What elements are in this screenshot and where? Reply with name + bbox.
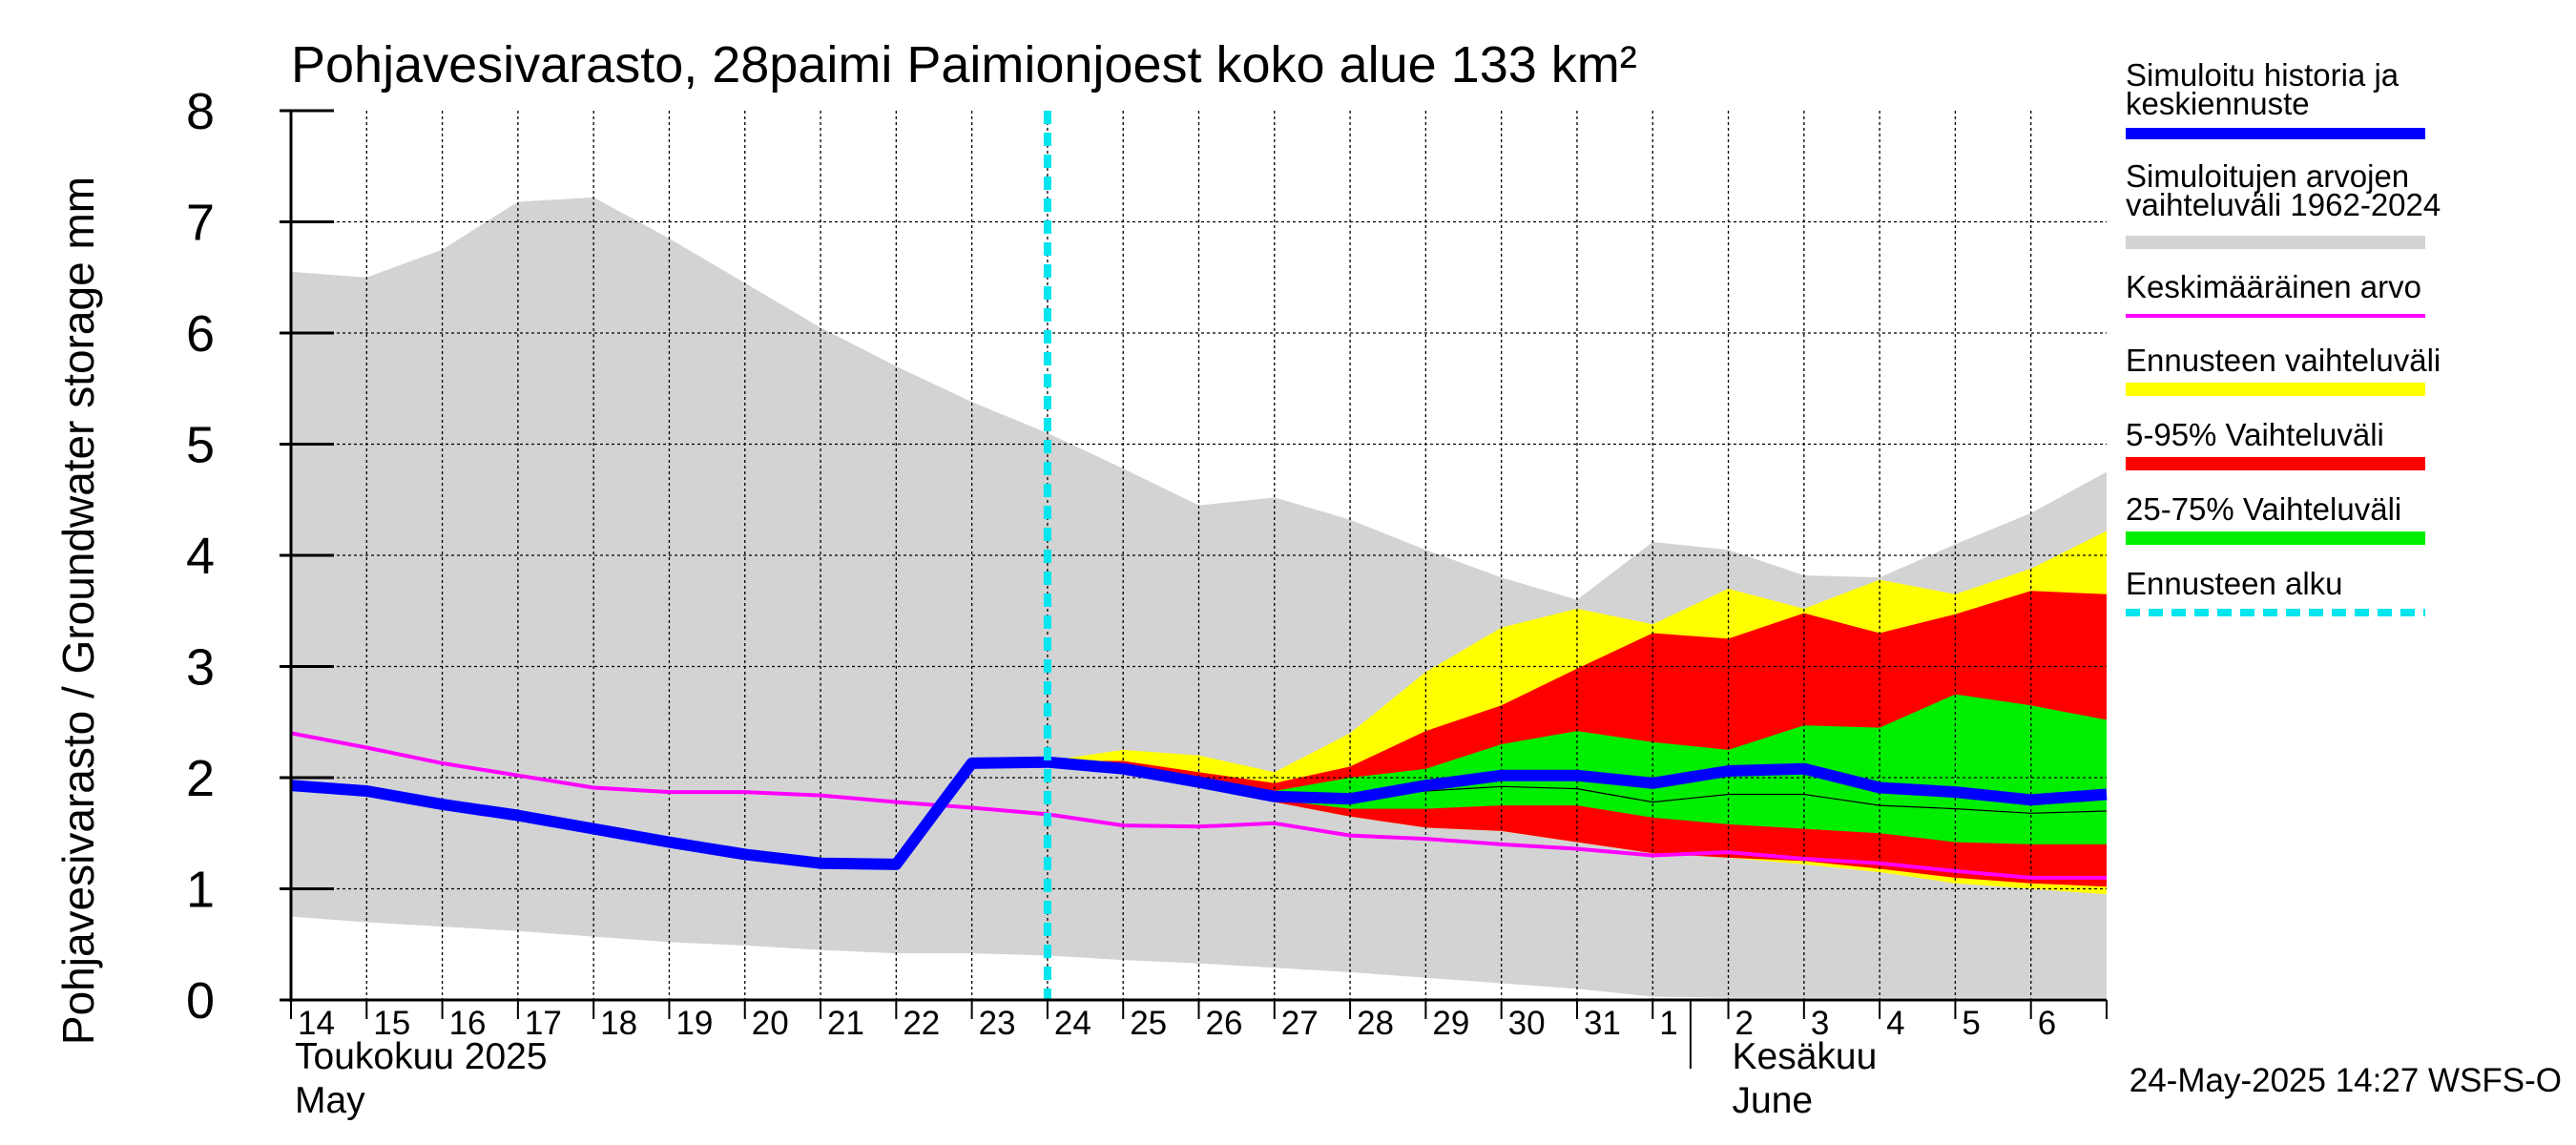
- mean-line: [290, 731, 2107, 880]
- lines-layer: [290, 111, 2108, 1000]
- x-tick-label: 25: [1130, 1005, 1167, 1042]
- x-tick-label: 28: [1357, 1005, 1394, 1042]
- x-tick-label: 19: [675, 1005, 713, 1042]
- legend-label: Keskimääräinen arvo: [2126, 269, 2421, 304]
- x-tick-label: 16: [449, 1005, 487, 1042]
- x-tick-label: 14: [298, 1005, 335, 1042]
- y-axis-label: Pohjavesivarasto / Groundwater storage m…: [53, 177, 103, 1045]
- x-tick-label: 31: [1584, 1005, 1621, 1042]
- month-label-fi: Toukokuu 2025: [295, 1036, 548, 1077]
- legend-label: Simuloitujen arvojen: [2126, 158, 2409, 194]
- x-tick-label: 2: [1735, 1005, 1754, 1042]
- legend-label: Ennusteen vaihteluväli: [2126, 343, 2441, 378]
- x-tick-label: 26: [1206, 1005, 1243, 1042]
- month-label-en: June: [1733, 1080, 1814, 1121]
- x-tick-label: 21: [827, 1005, 864, 1042]
- x-tick-label: 1: [1659, 1005, 1677, 1042]
- y-tick-label: 1: [186, 862, 215, 919]
- x-tick-label: 4: [1886, 1005, 1904, 1042]
- x-tick-label: 3: [1811, 1005, 1829, 1042]
- y-tick-label: 7: [186, 195, 215, 252]
- month-label-fi: Kesäkuu: [1733, 1036, 1878, 1077]
- history-line: [290, 756, 2108, 870]
- legend-label: Simuloitu historia ja: [2126, 57, 2399, 93]
- x-tick-label: 15: [373, 1005, 410, 1042]
- x-tick-label: 24: [1054, 1005, 1091, 1042]
- legend-label: 5-95% Vaihteluväli: [2126, 417, 2384, 452]
- y-tick-label: 6: [186, 305, 215, 363]
- month-label-en: May: [295, 1080, 365, 1121]
- y-tick-label: 8: [186, 83, 215, 140]
- x-tick-label: 23: [979, 1005, 1016, 1042]
- legend-label: Ennusteen alku: [2126, 566, 2343, 601]
- legend-label: vaihteluväli 1962-2024: [2126, 187, 2441, 222]
- legend-label: 25-75% Vaihteluväli: [2126, 491, 2401, 527]
- chart-title: Pohjavesivarasto, 28paimi Paimionjoest k…: [291, 36, 1637, 94]
- legend-label: keskiennuste: [2126, 86, 2310, 121]
- x-tick-label: 30: [1508, 1005, 1546, 1042]
- x-tick-label: 29: [1432, 1005, 1469, 1042]
- x-tick-label: 6: [2038, 1005, 2056, 1042]
- y-tick-label: 3: [186, 639, 215, 697]
- y-tick-label: 4: [186, 528, 215, 585]
- timestamp: 24-May-2025 14:27 WSFS-O: [2129, 1062, 2562, 1099]
- y-tick-label: 2: [186, 750, 215, 807]
- grid-layer: [291, 111, 2107, 1000]
- x-tick-label: 27: [1281, 1005, 1319, 1042]
- x-tick-label: 22: [903, 1005, 940, 1042]
- y-tick-label: 0: [186, 972, 215, 1030]
- x-tick-label: 5: [1962, 1005, 1980, 1042]
- x-tick-label: 18: [600, 1005, 637, 1042]
- x-tick-label: 20: [752, 1005, 789, 1042]
- x-tick-label: 17: [525, 1005, 562, 1042]
- y-tick-label: 5: [186, 417, 215, 474]
